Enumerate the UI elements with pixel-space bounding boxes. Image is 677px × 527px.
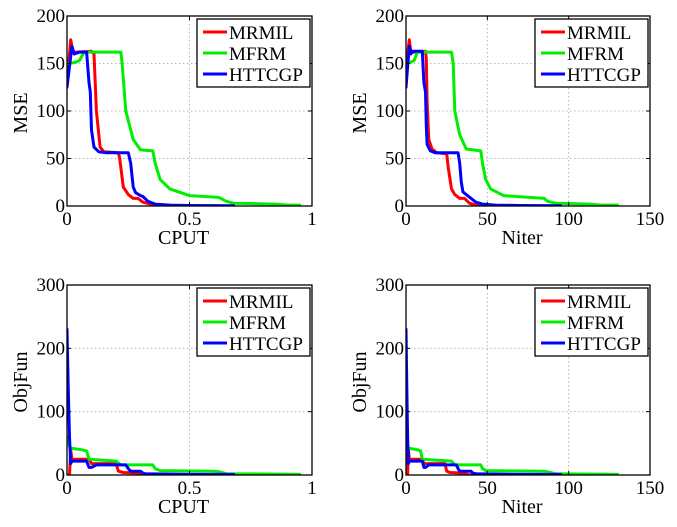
y-tick-label: 100 bbox=[37, 101, 66, 122]
axes-frame bbox=[405, 284, 651, 476]
y-axis-label: MSE bbox=[349, 92, 371, 133]
legend-label-httcgp: HTTCGP bbox=[567, 334, 641, 355]
legend-label-mrmil: MRMIL bbox=[567, 23, 631, 44]
y-tick-label: 0 bbox=[395, 196, 405, 217]
x-tick-label: 150 bbox=[636, 209, 665, 230]
y-axis-label: MSE bbox=[10, 92, 32, 133]
x-tick-label: 100 bbox=[554, 478, 583, 499]
y-axis-label: ObjFun bbox=[10, 351, 32, 412]
legend-label-mfrm: MFRM bbox=[567, 44, 624, 65]
subplot-2: 0 50 100 150 0 50 100 150 200 Niter MSE MRMILMFRMHT… bbox=[349, 6, 664, 249]
y-tick-label: 300 bbox=[37, 275, 66, 296]
x-tick-label: 1 bbox=[307, 209, 317, 230]
y-tick-label: 0 bbox=[56, 196, 66, 217]
x-tick-label: 1 bbox=[307, 478, 317, 499]
series-line-httcgp bbox=[67, 327, 236, 475]
y-tick-label: 0 bbox=[395, 465, 405, 486]
legend-label-httcgp: HTTCGP bbox=[229, 334, 303, 355]
x-tick-label: 0.5 bbox=[178, 478, 202, 499]
y-tick-label: 100 bbox=[376, 101, 405, 122]
x-tick-label: 0 bbox=[401, 478, 411, 499]
x-tick-label: 0 bbox=[62, 478, 72, 499]
series-line-httcgp bbox=[406, 327, 562, 475]
x-tick-label: 0.5 bbox=[178, 209, 202, 230]
x-tick-label: 0 bbox=[401, 209, 411, 230]
x-tick-label: 150 bbox=[636, 478, 665, 499]
x-tick-label: 50 bbox=[478, 478, 497, 499]
y-tick-label: 50 bbox=[385, 149, 404, 170]
x-tick-label: 50 bbox=[478, 209, 497, 230]
x-axis-label: CPUT bbox=[158, 496, 209, 518]
series-line-httcgp bbox=[67, 44, 236, 206]
y-tick-label: 200 bbox=[376, 6, 405, 27]
y-tick-label: 100 bbox=[376, 402, 405, 423]
legend-label-mfrm: MFRM bbox=[229, 313, 286, 334]
y-tick-label: 200 bbox=[37, 338, 66, 359]
y-tick-label: 150 bbox=[376, 54, 405, 75]
x-axis-label: CPUT bbox=[158, 227, 209, 249]
y-tick-label: 100 bbox=[37, 402, 66, 423]
series-line-mfrm bbox=[67, 50, 302, 206]
legend-label-mrmil: MRMIL bbox=[229, 292, 293, 313]
y-tick-label: 200 bbox=[37, 6, 66, 27]
series-line-mfrm bbox=[406, 435, 619, 475]
legend-label-mrmil: MRMIL bbox=[567, 292, 631, 313]
x-axis-label: Niter bbox=[501, 227, 542, 249]
legend-label-mrmil: MRMIL bbox=[229, 23, 293, 44]
series-line-mrmil bbox=[406, 38, 486, 206]
subplot-4: 0 50 100 150 0 100 200 300 Niter ObjFun MRMILMFRMH… bbox=[349, 275, 664, 518]
y-tick-label: 50 bbox=[46, 149, 65, 170]
y-tick-label: 150 bbox=[37, 54, 66, 75]
y-axis-label: ObjFun bbox=[349, 351, 371, 412]
series-line-httcgp bbox=[406, 44, 562, 206]
y-tick-label: 0 bbox=[56, 465, 66, 486]
series-line-mfrm bbox=[67, 435, 302, 475]
legend-label-httcgp: HTTCGP bbox=[567, 65, 641, 86]
legend-label-mfrm: MFRM bbox=[229, 44, 286, 65]
legend-label-mfrm: MFRM bbox=[567, 313, 624, 334]
x-tick-label: 100 bbox=[554, 209, 583, 230]
x-axis-label: Niter bbox=[501, 496, 542, 518]
legend-label-httcgp: HTTCGP bbox=[229, 65, 303, 86]
y-tick-label: 300 bbox=[376, 275, 405, 296]
y-tick-label: 200 bbox=[376, 338, 405, 359]
x-tick-label: 0 bbox=[62, 209, 72, 230]
